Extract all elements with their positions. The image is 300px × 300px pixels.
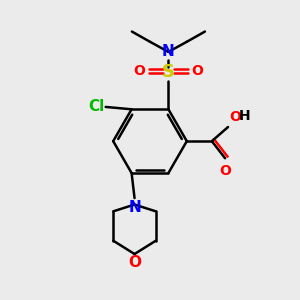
Text: S: S (162, 63, 175, 81)
Text: O: O (230, 110, 242, 124)
Text: Cl: Cl (88, 99, 104, 114)
Text: O: O (219, 164, 231, 178)
Text: N: N (128, 200, 141, 214)
Text: O: O (128, 256, 141, 271)
Text: O: O (133, 64, 145, 78)
Text: N: N (162, 44, 175, 59)
Text: H: H (238, 110, 250, 124)
Text: O: O (192, 64, 203, 78)
